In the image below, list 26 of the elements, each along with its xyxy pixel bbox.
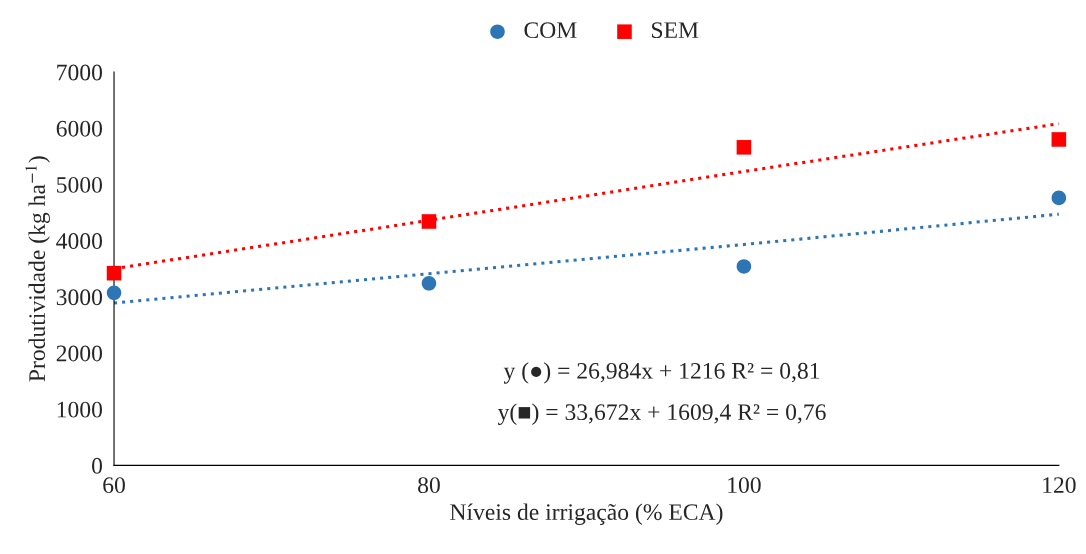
point (736, 259, 752, 274)
point (106, 285, 122, 301)
y-tick-label: 7000 (57, 64, 103, 81)
point (106, 265, 122, 281)
point (1051, 132, 1067, 147)
x-axis-title: Níveis de irrigação (% ECA) (450, 503, 723, 525)
y-tick-label: 6000 (56, 120, 103, 137)
x-tick-label: 120 (1043, 477, 1076, 494)
y-tick-label: 4000 (56, 233, 103, 250)
x-tick-label: 60 (103, 477, 125, 494)
y-tick-label: 3000 (56, 289, 103, 306)
point (421, 214, 437, 229)
y-tick-label: 1000 (57, 401, 103, 418)
point (1051, 190, 1067, 206)
x-tick-label: 80 (418, 477, 440, 494)
x-tick-label: 100 (728, 477, 761, 494)
y-tick-label: 5000 (57, 176, 103, 193)
legend-label: SEM (652, 22, 699, 39)
point (421, 276, 437, 291)
annotation: y (●) = 26,984x + 1216 R² = 0,81 (503, 362, 820, 384)
y-axis-title: Produtividade (kg ha$^{−1}$) (25, 156, 50, 382)
legend-label: COM (524, 22, 577, 39)
y-tick-label: 2000 (56, 345, 103, 362)
y-tick-label: 0 (92, 457, 103, 474)
point (736, 140, 752, 155)
annotation: y(■) = 33,672x + 1609,4 R² = 0,76 (497, 403, 826, 425)
